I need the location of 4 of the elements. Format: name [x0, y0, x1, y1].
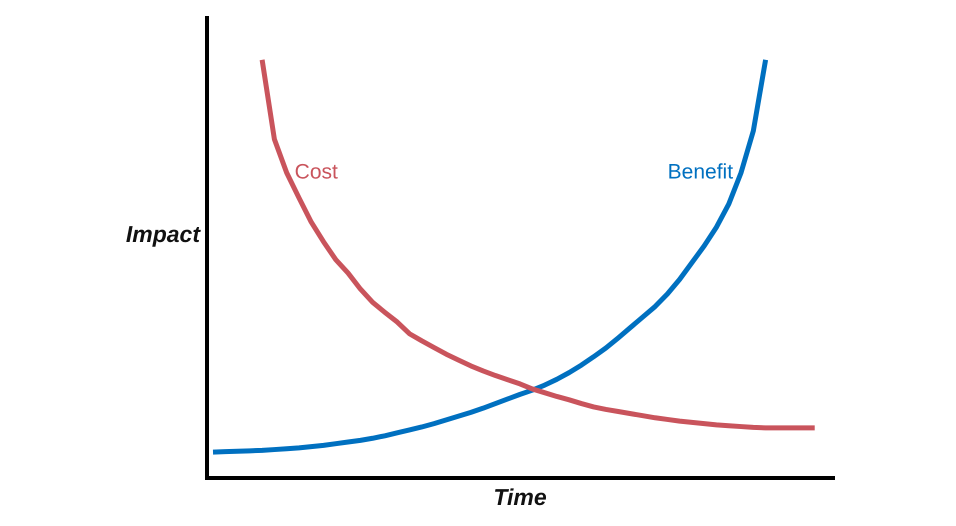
x-axis-title: Time — [493, 484, 547, 511]
series-label: Benefit — [668, 160, 734, 184]
y-axis-title: Impact — [126, 221, 200, 248]
series-label: Cost — [294, 160, 338, 184]
